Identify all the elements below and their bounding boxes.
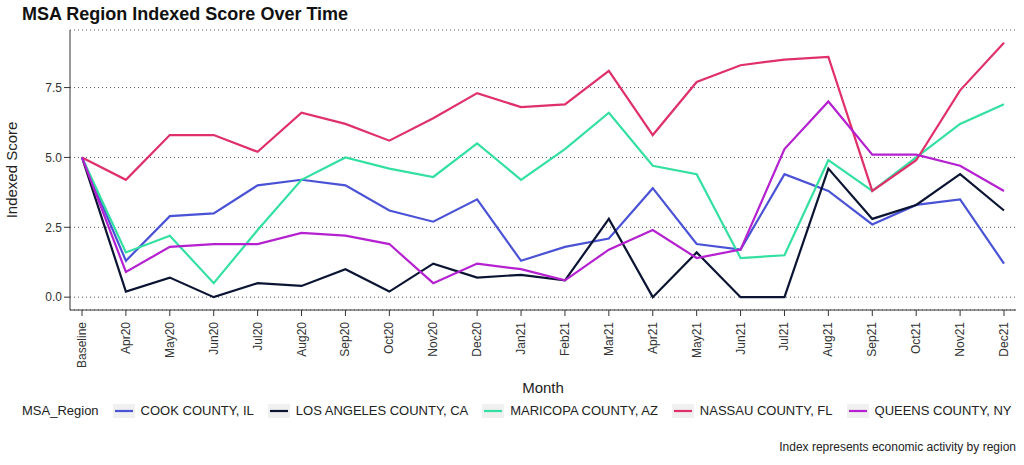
- svg-text:Aug21: Aug21: [821, 322, 835, 357]
- svg-text:Sep21: Sep21: [865, 322, 879, 357]
- svg-text:Feb21: Feb21: [558, 322, 572, 356]
- svg-text:Jun21: Jun21: [734, 322, 748, 355]
- svg-text:Apr21: Apr21: [646, 322, 660, 354]
- svg-text:Apr20: Apr20: [119, 322, 133, 354]
- svg-text:Baseline: Baseline: [75, 322, 89, 368]
- svg-text:Jan21: Jan21: [514, 322, 528, 355]
- svg-text:7.5: 7.5: [45, 81, 62, 95]
- html-text:LOS ANGELES COUNTY, CA: LOS ANGELES COUNTY, CA: [295, 403, 469, 418]
- html-text:QUEENS COUNTY, NY: QUEENS COUNTY, NY: [874, 403, 1012, 418]
- svg-text:Oct20: Oct20: [382, 322, 396, 354]
- html-text:MSA Region Indexed Score Over: MSA Region Indexed Score Over Time: [22, 4, 349, 24]
- svg-text:Dec20: Dec20: [470, 322, 484, 357]
- svg-text:Dec21: Dec21: [997, 322, 1011, 357]
- svg-text:Indexed Score: Indexed Score: [8, 122, 20, 219]
- html-text:COOK COUNTY, IL: COOK COUNTY, IL: [140, 403, 254, 418]
- svg-text:Jun20: Jun20: [207, 322, 221, 355]
- html-text:Index represents economic acti: Index represents economic activity by re…: [779, 440, 1016, 454]
- svg-text:Nov21: Nov21: [953, 322, 967, 357]
- svg-text:Jul21: Jul21: [777, 322, 791, 351]
- svg-text:Nov20: Nov20: [426, 322, 440, 357]
- html-text:MARICOPA COUNTY, AZ: MARICOPA COUNTY, AZ: [510, 403, 658, 418]
- svg-text:2.5: 2.5: [45, 221, 62, 235]
- svg-text:Mar21: Mar21: [602, 322, 616, 356]
- svg-text:May20: May20: [163, 322, 177, 358]
- svg-text:0.0: 0.0: [45, 290, 62, 304]
- svg-text:Month: Month: [522, 379, 564, 395]
- svg-text:Sep20: Sep20: [338, 322, 352, 357]
- svg-text:Aug20: Aug20: [295, 322, 309, 357]
- html-text:MSA_Region: MSA_Region: [22, 403, 99, 418]
- svg-text:Jul20: Jul20: [251, 322, 265, 351]
- svg-text:5.0: 5.0: [45, 151, 62, 165]
- svg-text:May21: May21: [690, 322, 704, 358]
- html-text:NASSAU COUNTY, FL: NASSAU COUNTY, FL: [699, 403, 833, 418]
- svg-text:Oct21: Oct21: [909, 322, 923, 354]
